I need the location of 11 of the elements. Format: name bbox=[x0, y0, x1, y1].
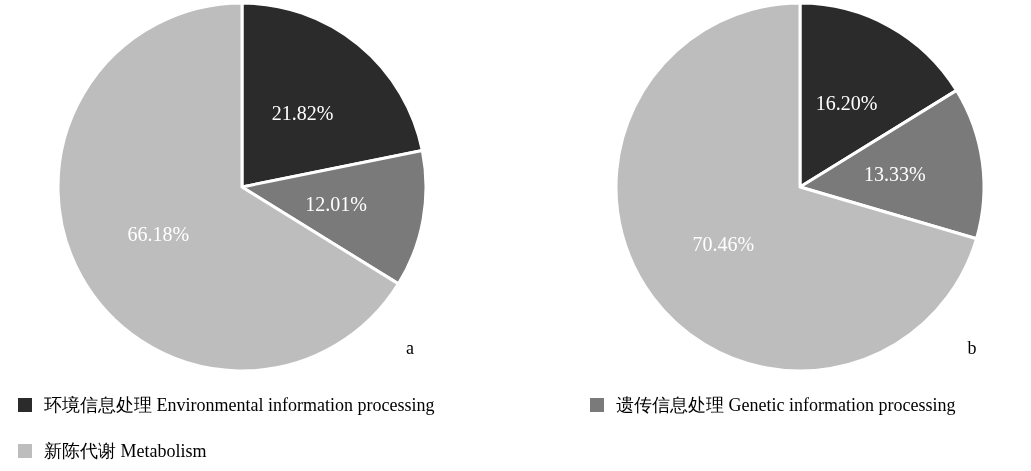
data-label: 66.18% bbox=[127, 222, 190, 245]
legend-label: 新陈代谢 Metabolism bbox=[44, 441, 207, 461]
data-label: 12.01% bbox=[305, 192, 368, 215]
data-label: 70.46% bbox=[692, 233, 755, 256]
data-label: 16.20% bbox=[815, 92, 878, 115]
text: a bbox=[406, 338, 414, 358]
legend-label: 环境信息处理 Environmental information processing bbox=[44, 395, 435, 415]
data-label: 21.82% bbox=[271, 101, 334, 124]
data-label: 13.33% bbox=[863, 163, 926, 186]
legend-label: 遗传信息处理 Genetic information processing bbox=[616, 395, 956, 415]
text: b bbox=[967, 338, 977, 358]
